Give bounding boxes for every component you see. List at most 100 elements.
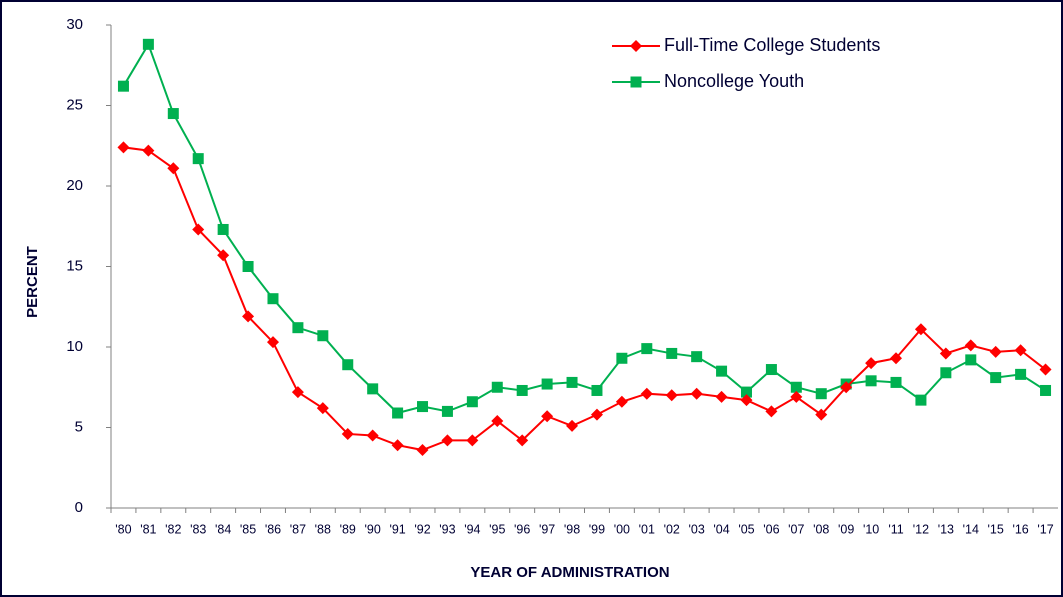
data-point (366, 429, 379, 442)
x-tick-label: '86 (265, 522, 281, 536)
data-point (466, 396, 478, 408)
y-tick-label: 10 (66, 338, 83, 355)
data-point (1039, 363, 1052, 376)
data-point (291, 386, 304, 399)
data-point (890, 376, 902, 388)
data-point (765, 364, 777, 376)
data-point (965, 354, 977, 366)
x-tick-label: '91 (389, 522, 405, 536)
data-point (990, 372, 1002, 384)
x-tick-label: '15 (988, 522, 1004, 536)
data-point (267, 293, 279, 305)
data-point (665, 389, 678, 402)
x-tick-label: '81 (140, 522, 156, 536)
data-point (266, 336, 279, 349)
data-point (591, 384, 603, 396)
x-tick-label: '87 (290, 522, 306, 536)
legend-marker (630, 76, 642, 88)
x-tick-label: '03 (688, 522, 704, 536)
data-point (616, 352, 628, 364)
legend-label: Full-Time College Students (664, 35, 880, 55)
data-point (541, 378, 553, 390)
x-tick-label: '17 (1037, 522, 1053, 536)
x-tick-label: '04 (713, 522, 729, 536)
data-point (915, 394, 927, 406)
x-tick-label: '00 (614, 522, 630, 536)
data-point (740, 394, 753, 407)
data-point (217, 249, 230, 262)
data-point (317, 330, 329, 342)
data-point (516, 384, 528, 396)
x-tick-label: '93 (439, 522, 455, 536)
x-tick-label: '89 (340, 522, 356, 536)
x-tick-label: '16 (1012, 522, 1028, 536)
x-tick-label: '94 (464, 522, 480, 536)
data-point (840, 381, 853, 394)
data-point (217, 223, 229, 235)
data-point (367, 383, 379, 395)
x-tick-label: '13 (938, 522, 954, 536)
data-point (790, 390, 803, 403)
data-point (989, 345, 1002, 358)
data-point (292, 322, 304, 334)
x-tick-label: '08 (813, 522, 829, 536)
x-tick-label: '85 (240, 522, 256, 536)
x-tick-label: '02 (664, 522, 680, 536)
data-point (715, 390, 728, 403)
legend-label: Noncollege Youth (664, 71, 804, 91)
data-point (541, 410, 554, 423)
data-point (939, 347, 952, 360)
data-point (316, 402, 329, 415)
data-point (491, 381, 503, 393)
data-point (441, 434, 454, 447)
data-point (865, 357, 878, 370)
data-point (391, 439, 404, 452)
data-point (242, 261, 254, 272)
data-point (615, 395, 628, 408)
data-point (590, 408, 603, 421)
y-axis-title: PERCENT (24, 246, 41, 318)
data-point (192, 223, 205, 236)
x-tick-label: '92 (414, 522, 430, 536)
x-tick-label: '97 (539, 522, 555, 536)
x-tick-label: '99 (589, 522, 605, 536)
y-tick-label: 0 (75, 499, 83, 516)
data-point (1014, 344, 1027, 357)
data-point (142, 144, 155, 157)
x-tick-label: '95 (489, 522, 505, 536)
x-tick-label: '09 (838, 522, 854, 536)
data-point (641, 343, 653, 355)
x-tick-label: '82 (165, 522, 181, 536)
data-point (691, 351, 703, 363)
data-point (566, 376, 578, 388)
data-point (815, 408, 828, 421)
data-point (890, 352, 903, 365)
x-tick-label: '80 (115, 522, 131, 536)
y-tick-label: 20 (66, 177, 83, 194)
data-point (1040, 384, 1052, 396)
data-point (341, 427, 354, 440)
y-tick-label: 15 (66, 257, 83, 274)
y-tick-label: 5 (75, 418, 83, 435)
x-tick-label: '98 (564, 522, 580, 536)
x-tick-label: '11 (888, 522, 903, 536)
x-tick-label: '83 (190, 522, 206, 536)
data-point (716, 365, 728, 377)
x-tick-label: '14 (963, 522, 979, 536)
data-point (167, 108, 179, 120)
data-point (416, 444, 429, 457)
data-point (142, 38, 154, 50)
legend-marker (630, 40, 642, 52)
data-point (690, 387, 703, 400)
x-tick-label: '88 (315, 522, 331, 536)
data-point (417, 401, 429, 413)
data-point (666, 347, 678, 359)
data-point (765, 405, 778, 418)
x-tick-label: '06 (763, 522, 779, 536)
data-point (466, 434, 479, 447)
data-point (940, 367, 952, 379)
data-point (117, 80, 129, 92)
data-point (491, 415, 504, 428)
